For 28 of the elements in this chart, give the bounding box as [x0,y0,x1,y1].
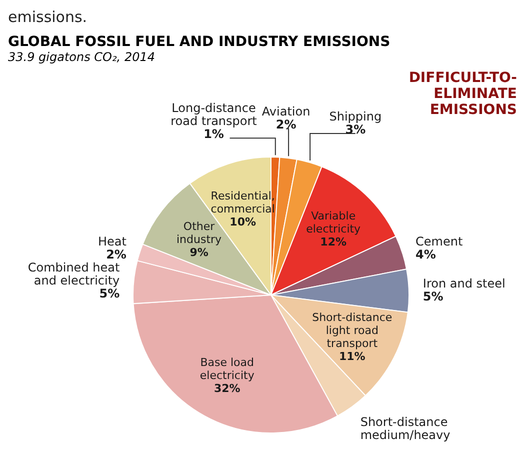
data-label: 2% [106,248,126,262]
data-label: 5% [422,290,444,304]
data-label: 32% [214,382,240,395]
slice-label: Short-distance medium/heavy [360,414,450,442]
data-label: 4% [416,248,436,262]
data-label: 12% [320,236,347,249]
slice-label: Heat [98,234,127,249]
text: DIFFICULT-TO-ELIMINATE EMISSIONS [408,70,517,118]
text: emissions. [8,8,88,26]
slice-label: Variable electricity [306,210,362,236]
slice-label: Aviation [262,104,310,119]
data-label: 2% [276,118,296,132]
data-label: 10% [230,215,256,228]
slice-label: Long-distance road transport [170,101,258,128]
slice-label: Other industry [176,220,222,246]
data-label: 1% [204,127,224,142]
data-label: 5% [99,286,120,301]
slice-label: Cement [416,234,463,249]
data-label: 11% [338,350,366,363]
slice-label: Iron and steel [422,276,506,291]
data-label: 9% [190,246,208,260]
slice-label: Combined heat and electricity [28,260,120,288]
slice-label: Shipping [329,110,382,124]
data-label: 3% [345,122,366,137]
chart-subtitle: 33.9 gigatons CO₂, 2014 [8,50,156,64]
slice-label: Short-distance light road transport [312,310,392,350]
slice-label: Base load electricity [200,356,255,382]
chart-title: GLOBAL FOSSIL FUEL AND INDUSTRY EMISSIONS [8,34,392,50]
